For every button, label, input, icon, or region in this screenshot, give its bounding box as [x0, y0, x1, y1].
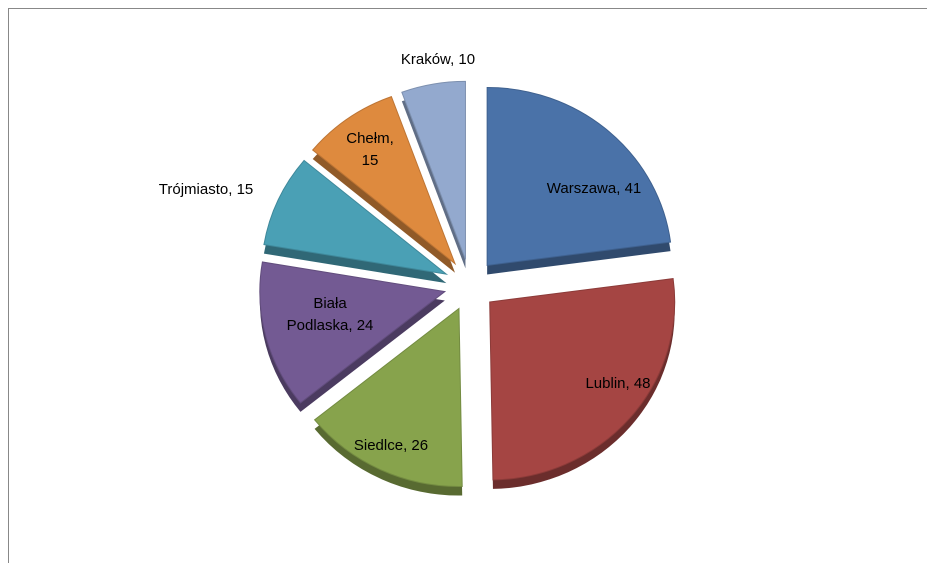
label-category: Biała Podlaska — [286, 295, 349, 334]
slice — [263, 159, 449, 275]
data-label: Trójmiasto, 15 — [158, 181, 254, 198]
label-category: Siedlce — [353, 437, 404, 454]
label-category: Kraków — [400, 51, 451, 68]
label-category: Lublin — [585, 375, 626, 392]
slice — [486, 86, 672, 267]
slice — [312, 95, 457, 266]
data-label: Lublin, 48 — [585, 375, 651, 392]
data-label: Biała Podlaska, 24 — [286, 295, 374, 334]
slice — [313, 307, 463, 488]
slice — [259, 261, 447, 404]
slice — [489, 278, 676, 481]
label-category: Trójmiasto — [158, 181, 229, 198]
label-value: 48 — [633, 375, 651, 392]
data-label: Chełm, 15 — [346, 130, 394, 169]
label-category: Warszawa — [546, 180, 617, 197]
label-value: 10 — [458, 51, 476, 68]
label-value: 26 — [411, 437, 429, 454]
data-label: Kraków, 10 — [400, 51, 476, 68]
label-value: 15 — [236, 181, 254, 198]
data-label: Siedlce, 26 — [353, 437, 429, 454]
label-value: 15 — [361, 152, 379, 169]
frame — [8, 8, 927, 563]
label-category: Chełm — [346, 130, 390, 147]
label-value: 24 — [356, 317, 374, 334]
label-value: 41 — [624, 180, 642, 197]
data-label: Warszawa, 41 — [546, 180, 642, 197]
slice — [401, 80, 466, 260]
